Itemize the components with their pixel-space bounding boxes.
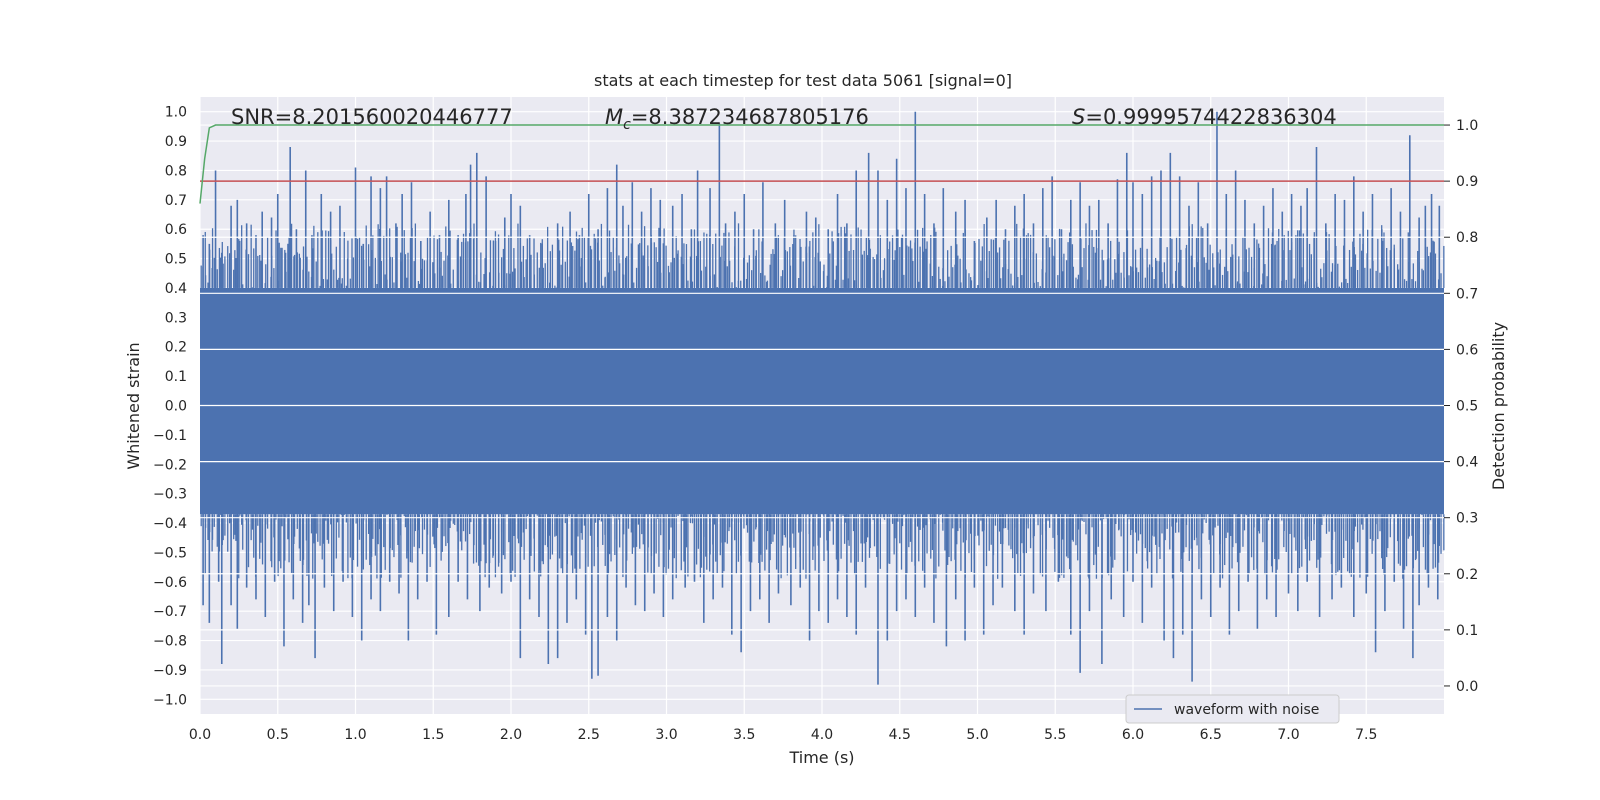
y2-axis-label: Detection probability (1489, 322, 1508, 490)
y2-tick-label: 0.1 (1456, 623, 1478, 639)
chirp-mass-subscript: c (623, 117, 631, 133)
y2-tick-label: 0.5 (1456, 399, 1478, 415)
plot-marks (199, 111, 1445, 687)
x-tick-label: 4.5 (889, 727, 911, 743)
x-axis-ticks: 0.0 0.5 1.0 1.5 2.0 2.5 3.0 3.5 4.0 4.5 5.0 5.5 6.0 6… (189, 727, 1378, 743)
x-tick-label: 5.0 (966, 727, 988, 743)
y-tick-label: −0.8 (153, 634, 187, 650)
x-tick-label: 7.5 (1355, 727, 1377, 743)
x-tick-label: 3.5 (733, 727, 755, 743)
y2-tick-label: 0.2 (1456, 567, 1478, 583)
y-tick-label: 0.0 (165, 399, 187, 415)
x-tick-label: 4.0 (811, 727, 833, 743)
x-tick-label: 0.5 (267, 727, 289, 743)
y2-axis-ticks: 1.0 0.9 0.8 0.7 0.6 0.5 0.4 0.3 0.2 0.1 0.0 (1444, 118, 1478, 695)
y-tick-label: 0.1 (165, 369, 187, 385)
detection-stat-value: =0.9999574422836304 (1085, 105, 1336, 129)
y2-tick-label: 0.3 (1456, 511, 1478, 527)
y-tick-label: 0.8 (165, 163, 187, 179)
snr-annotation: SNR=8.201560020446777 (231, 105, 513, 129)
y-tick-label: −0.5 (153, 545, 187, 561)
y-tick-label: −1.0 (153, 692, 187, 708)
y-tick-label: −0.2 (153, 457, 187, 473)
y-tick-label: 0.3 (165, 310, 187, 326)
y-axis-label: Whitened strain (124, 342, 143, 469)
y2-tick-label: 0.7 (1456, 286, 1478, 302)
y-axis-ticks: 1.0 0.9 0.8 0.7 0.6 0.5 0.4 0.3 0.2 0.1 0.0 −0.1 −0.… (153, 105, 187, 709)
y2-tick-label: 0.8 (1456, 230, 1478, 246)
x-tick-label: 1.5 (422, 727, 444, 743)
detection-probability-line (199, 124, 1444, 204)
y2-tick-label: 1.0 (1456, 118, 1478, 134)
y-tick-label: −0.7 (153, 604, 187, 620)
x-tick-label: 2.5 (578, 727, 600, 743)
chirp-mass-value: =8.387234687805176 (631, 105, 869, 129)
y2-tick-label: 0.6 (1456, 342, 1478, 358)
x-axis-label: Time (s) (788, 748, 854, 767)
y-tick-label: 0.9 (165, 134, 187, 150)
y-tick-label: 0.6 (165, 222, 187, 238)
y-tick-label: 0.4 (165, 281, 187, 297)
x-tick-label: 3.0 (655, 727, 677, 743)
waveform-band (200, 287, 1444, 515)
y-tick-label: −0.6 (153, 575, 187, 591)
y-tick-label: 0.2 (165, 340, 187, 356)
chart-title: stats at each timestep for test data 506… (594, 71, 1012, 90)
y-tick-label: 0.7 (165, 193, 187, 209)
y2-tick-label: 0.9 (1456, 174, 1478, 190)
x-tick-label: 0.0 (189, 727, 211, 743)
legend: waveform with noise (1125, 694, 1340, 724)
y-tick-label: 0.5 (165, 252, 187, 268)
y-tick-label: −0.4 (153, 516, 187, 532)
x-tick-label: 1.0 (344, 727, 366, 743)
x-tick-label: 2.0 (500, 727, 522, 743)
legend-label-waveform: waveform with noise (1174, 702, 1319, 718)
y-tick-label: −0.9 (153, 663, 187, 679)
x-tick-label: 5.5 (1044, 727, 1066, 743)
chirp-mass-annotation: Mc=8.387234687805176 (605, 105, 869, 133)
x-tick-label: 7.0 (1277, 727, 1299, 743)
x-tick-label: 6.5 (1200, 727, 1222, 743)
y2-tick-label: 0.0 (1456, 679, 1478, 695)
legend-box (1125, 694, 1340, 724)
y2-tick-label: 0.4 (1456, 455, 1478, 471)
x-tick-label: 6.0 (1122, 727, 1144, 743)
detection-stat-symbol: S (1072, 105, 1085, 129)
detection-stat-annotation: S=0.9999574422836304 (1072, 105, 1337, 129)
y-tick-label: 1.0 (165, 105, 187, 121)
y-tick-label: −0.3 (153, 487, 187, 503)
chirp-mass-symbol: M (605, 105, 623, 129)
y-tick-label: −0.1 (153, 428, 187, 444)
